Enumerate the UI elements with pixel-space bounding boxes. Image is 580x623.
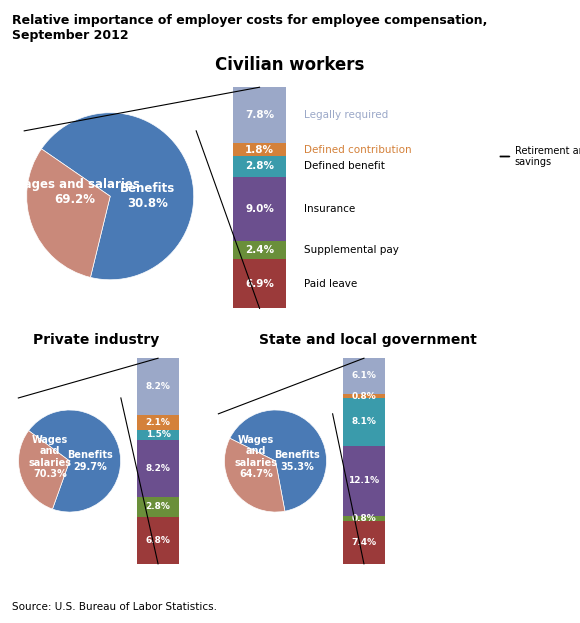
Wedge shape: [230, 410, 327, 511]
Text: Relative importance of employer costs for employee compensation,
September 2012: Relative importance of employer costs fo…: [12, 14, 487, 42]
Bar: [137, 430, 179, 440]
Bar: [343, 394, 385, 399]
Bar: [233, 87, 286, 143]
Text: Wages and salaries
69.2%: Wages and salaries 69.2%: [10, 178, 140, 206]
Bar: [343, 445, 385, 516]
Text: 6.8%: 6.8%: [146, 536, 171, 545]
Text: Wages
and
salaries
70.3%: Wages and salaries 70.3%: [28, 434, 72, 479]
Bar: [343, 399, 385, 445]
Bar: [233, 143, 286, 156]
Bar: [343, 516, 385, 521]
Text: Private industry: Private industry: [32, 333, 159, 346]
Text: 2.1%: 2.1%: [146, 418, 171, 427]
Text: 2.4%: 2.4%: [245, 245, 274, 255]
Text: State and local government: State and local government: [259, 333, 477, 346]
Text: 1.5%: 1.5%: [146, 430, 171, 439]
Text: Legally required: Legally required: [304, 110, 389, 120]
Text: 0.8%: 0.8%: [351, 392, 376, 401]
Bar: [137, 358, 179, 415]
Text: 2.8%: 2.8%: [245, 161, 274, 171]
Wedge shape: [27, 149, 110, 277]
Text: Benefits
35.3%: Benefits 35.3%: [274, 450, 320, 472]
Text: 7.4%: 7.4%: [351, 538, 376, 547]
Text: 12.1%: 12.1%: [349, 477, 379, 485]
Text: 8.2%: 8.2%: [146, 464, 171, 473]
Text: 2.8%: 2.8%: [146, 502, 171, 511]
Text: Retirement and
savings: Retirement and savings: [514, 146, 580, 167]
Text: 6.1%: 6.1%: [351, 371, 376, 381]
Text: Civilian workers: Civilian workers: [215, 57, 365, 74]
Text: 9.0%: 9.0%: [245, 204, 274, 214]
Text: Benefits
30.8%: Benefits 30.8%: [120, 183, 175, 210]
Bar: [343, 521, 385, 564]
Text: 8.1%: 8.1%: [351, 417, 376, 427]
Text: Paid leave: Paid leave: [304, 278, 357, 288]
Text: Supplemental pay: Supplemental pay: [304, 245, 399, 255]
Text: Source: U.S. Bureau of Labor Statistics.: Source: U.S. Bureau of Labor Statistics.: [12, 602, 216, 612]
Bar: [233, 156, 286, 176]
Text: 1.8%: 1.8%: [245, 145, 274, 155]
Text: 7.8%: 7.8%: [245, 110, 274, 120]
Text: 0.8%: 0.8%: [351, 514, 376, 523]
Bar: [137, 497, 179, 516]
Bar: [233, 176, 286, 241]
Bar: [137, 516, 179, 564]
Text: 8.2%: 8.2%: [146, 382, 171, 391]
Bar: [343, 358, 385, 394]
Text: Insurance: Insurance: [304, 204, 356, 214]
Text: Benefits
29.7%: Benefits 29.7%: [67, 450, 113, 472]
Wedge shape: [224, 438, 285, 512]
Bar: [137, 440, 179, 497]
Wedge shape: [28, 410, 121, 512]
Text: 6.9%: 6.9%: [245, 278, 274, 288]
Wedge shape: [41, 113, 194, 280]
Text: Wages
and
salaries
64.7%: Wages and salaries 64.7%: [234, 434, 278, 479]
Text: Defined benefit: Defined benefit: [304, 161, 385, 171]
Text: Defined contribution: Defined contribution: [304, 145, 412, 155]
Bar: [233, 241, 286, 259]
Bar: [233, 259, 286, 308]
Bar: [137, 415, 179, 430]
Wedge shape: [19, 430, 70, 509]
